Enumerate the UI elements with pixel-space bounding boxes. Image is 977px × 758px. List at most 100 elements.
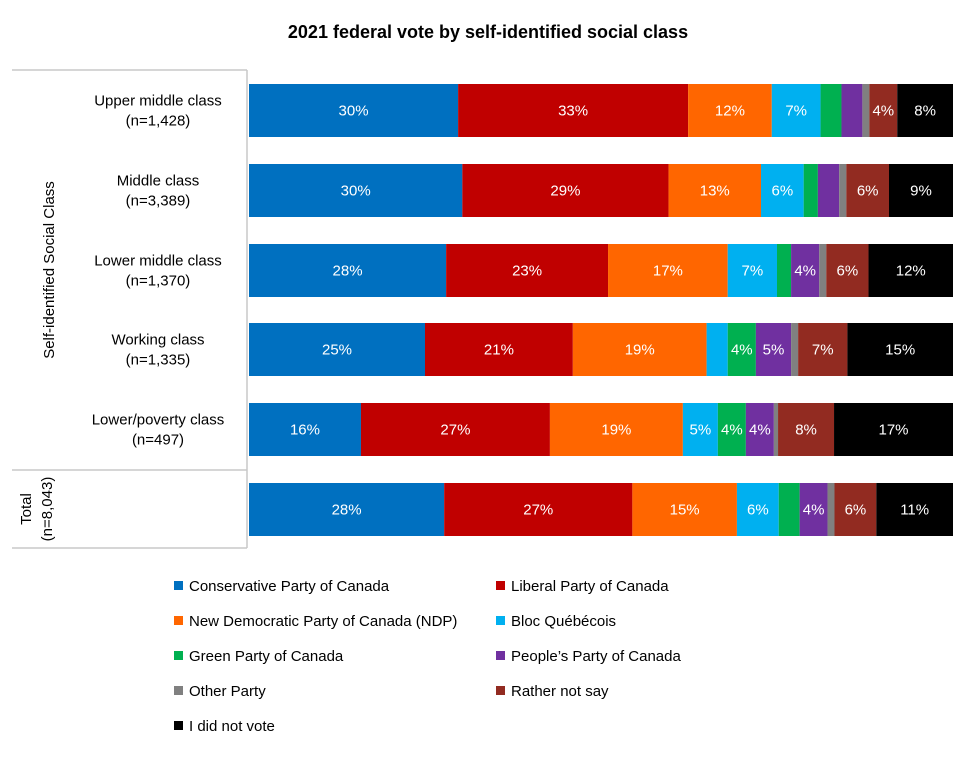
bar-segment (820, 84, 842, 137)
legend-label: Liberal Party of Canada (511, 578, 669, 595)
group-label-social-class: Self-identified Social Class (41, 181, 58, 359)
bar-segment (688, 84, 772, 137)
bar-segment (869, 84, 898, 137)
data-label: 17% (653, 263, 683, 280)
data-label: 27% (523, 502, 553, 519)
legend-swatch (496, 686, 505, 695)
bar-segment (778, 403, 835, 456)
legend-label: Rather not say (511, 683, 609, 700)
category-label: Lower middle class (n=1,370) (94, 253, 222, 290)
data-label: 4% (721, 422, 743, 439)
bar-segment (249, 244, 447, 297)
data-label: 17% (879, 422, 909, 439)
legend-label: Conservative Party of Canada (189, 578, 390, 595)
bar-segment (847, 323, 953, 376)
legend-label: People’s Party of Canada (511, 648, 681, 665)
bar-segment (632, 483, 737, 536)
data-label: 9% (910, 183, 932, 200)
bar-segment (897, 84, 953, 137)
data-label: 16% (290, 422, 320, 439)
legend-item: I did not vote (174, 718, 275, 735)
legend-swatch (174, 616, 183, 625)
data-label: 4% (731, 342, 753, 359)
data-label: 13% (700, 183, 730, 200)
data-label: 30% (341, 183, 371, 200)
legend-swatch (174, 686, 183, 695)
bar-segment (446, 244, 609, 297)
category-label: Lower/poverty class (n=497) (92, 412, 225, 449)
data-label: 12% (896, 263, 926, 280)
data-label: 15% (885, 342, 915, 359)
bar-segment (773, 403, 779, 456)
data-label: 19% (625, 342, 655, 359)
bar-segment (444, 483, 633, 536)
bar-segment (727, 244, 777, 297)
chart-title: 2021 federal vote by self-identified soc… (288, 22, 688, 42)
legend-label: Green Party of Canada (189, 648, 344, 665)
bar-segment (827, 483, 835, 536)
bar-segment (778, 483, 800, 536)
legend-swatch (496, 581, 505, 590)
data-label: 19% (601, 422, 631, 439)
bar-segment (682, 403, 718, 456)
legend-item: Conservative Party of Canada (174, 578, 389, 595)
legend-item: Liberal Party of Canada (496, 578, 669, 595)
legend-item: Bloc Québécois (496, 613, 616, 630)
data-label: 5% (763, 342, 785, 359)
data-label: 28% (332, 502, 362, 519)
bar-segment (791, 323, 799, 376)
bar-segment (668, 164, 761, 217)
category-labels: Upper middle class (n=1,428) Middle class(… (92, 93, 225, 449)
legend-item: Rather not say (496, 683, 609, 700)
data-label: 8% (795, 422, 817, 439)
bar-segment (839, 164, 847, 217)
data-label: 29% (550, 183, 580, 200)
legend-item: New Democratic Party of Canada (NDP) (174, 613, 457, 630)
legend-label: Bloc Québécois (511, 613, 617, 630)
bar-segment (876, 483, 953, 536)
data-label: 6% (747, 502, 769, 519)
legend-label: Other Party (189, 683, 266, 700)
bar-segment (249, 403, 361, 456)
bar-segment (249, 483, 445, 536)
bar-segment (799, 483, 828, 536)
bar-segment (777, 244, 792, 297)
bar-segment (798, 323, 848, 376)
bar-segment (249, 164, 463, 217)
legend-swatch (174, 581, 183, 590)
legend-label: I did not vote (189, 718, 275, 735)
data-label: 23% (512, 263, 542, 280)
data-label: 6% (837, 263, 859, 280)
bar-segment (834, 483, 877, 536)
legend-swatch (496, 651, 505, 660)
bar-segment (771, 84, 821, 137)
bar-segment (817, 164, 840, 217)
bar-segment (846, 164, 889, 217)
data-label: 27% (440, 422, 470, 439)
data-label: 7% (812, 342, 834, 359)
bar-segment (249, 323, 425, 376)
data-label: 30% (339, 103, 369, 120)
bar-segment (791, 244, 820, 297)
bar-segment (819, 244, 827, 297)
category-label: Working class (n=1,335) (111, 332, 204, 369)
data-label: 6% (771, 183, 793, 200)
group-labels: Self-identified Social Class Total (n=8,04… (18, 181, 58, 541)
data-label: 12% (715, 103, 745, 120)
legend-item: Green Party of Canada (174, 648, 343, 665)
data-label: 21% (484, 342, 514, 359)
group-label-total: Total (n=8,043) (18, 477, 56, 542)
bar-segment (425, 323, 573, 376)
data-label: 25% (322, 342, 352, 359)
category-axis-frame (12, 69, 248, 549)
data-label: 4% (872, 103, 894, 120)
data-label: 11% (900, 502, 929, 519)
bar-segment (608, 244, 728, 297)
bar-segment (834, 403, 953, 456)
data-label: 5% (690, 422, 712, 439)
bar-segment (249, 84, 459, 137)
bar-segment (549, 403, 683, 456)
data-label: 7% (742, 263, 764, 280)
bar-segment (727, 323, 756, 376)
